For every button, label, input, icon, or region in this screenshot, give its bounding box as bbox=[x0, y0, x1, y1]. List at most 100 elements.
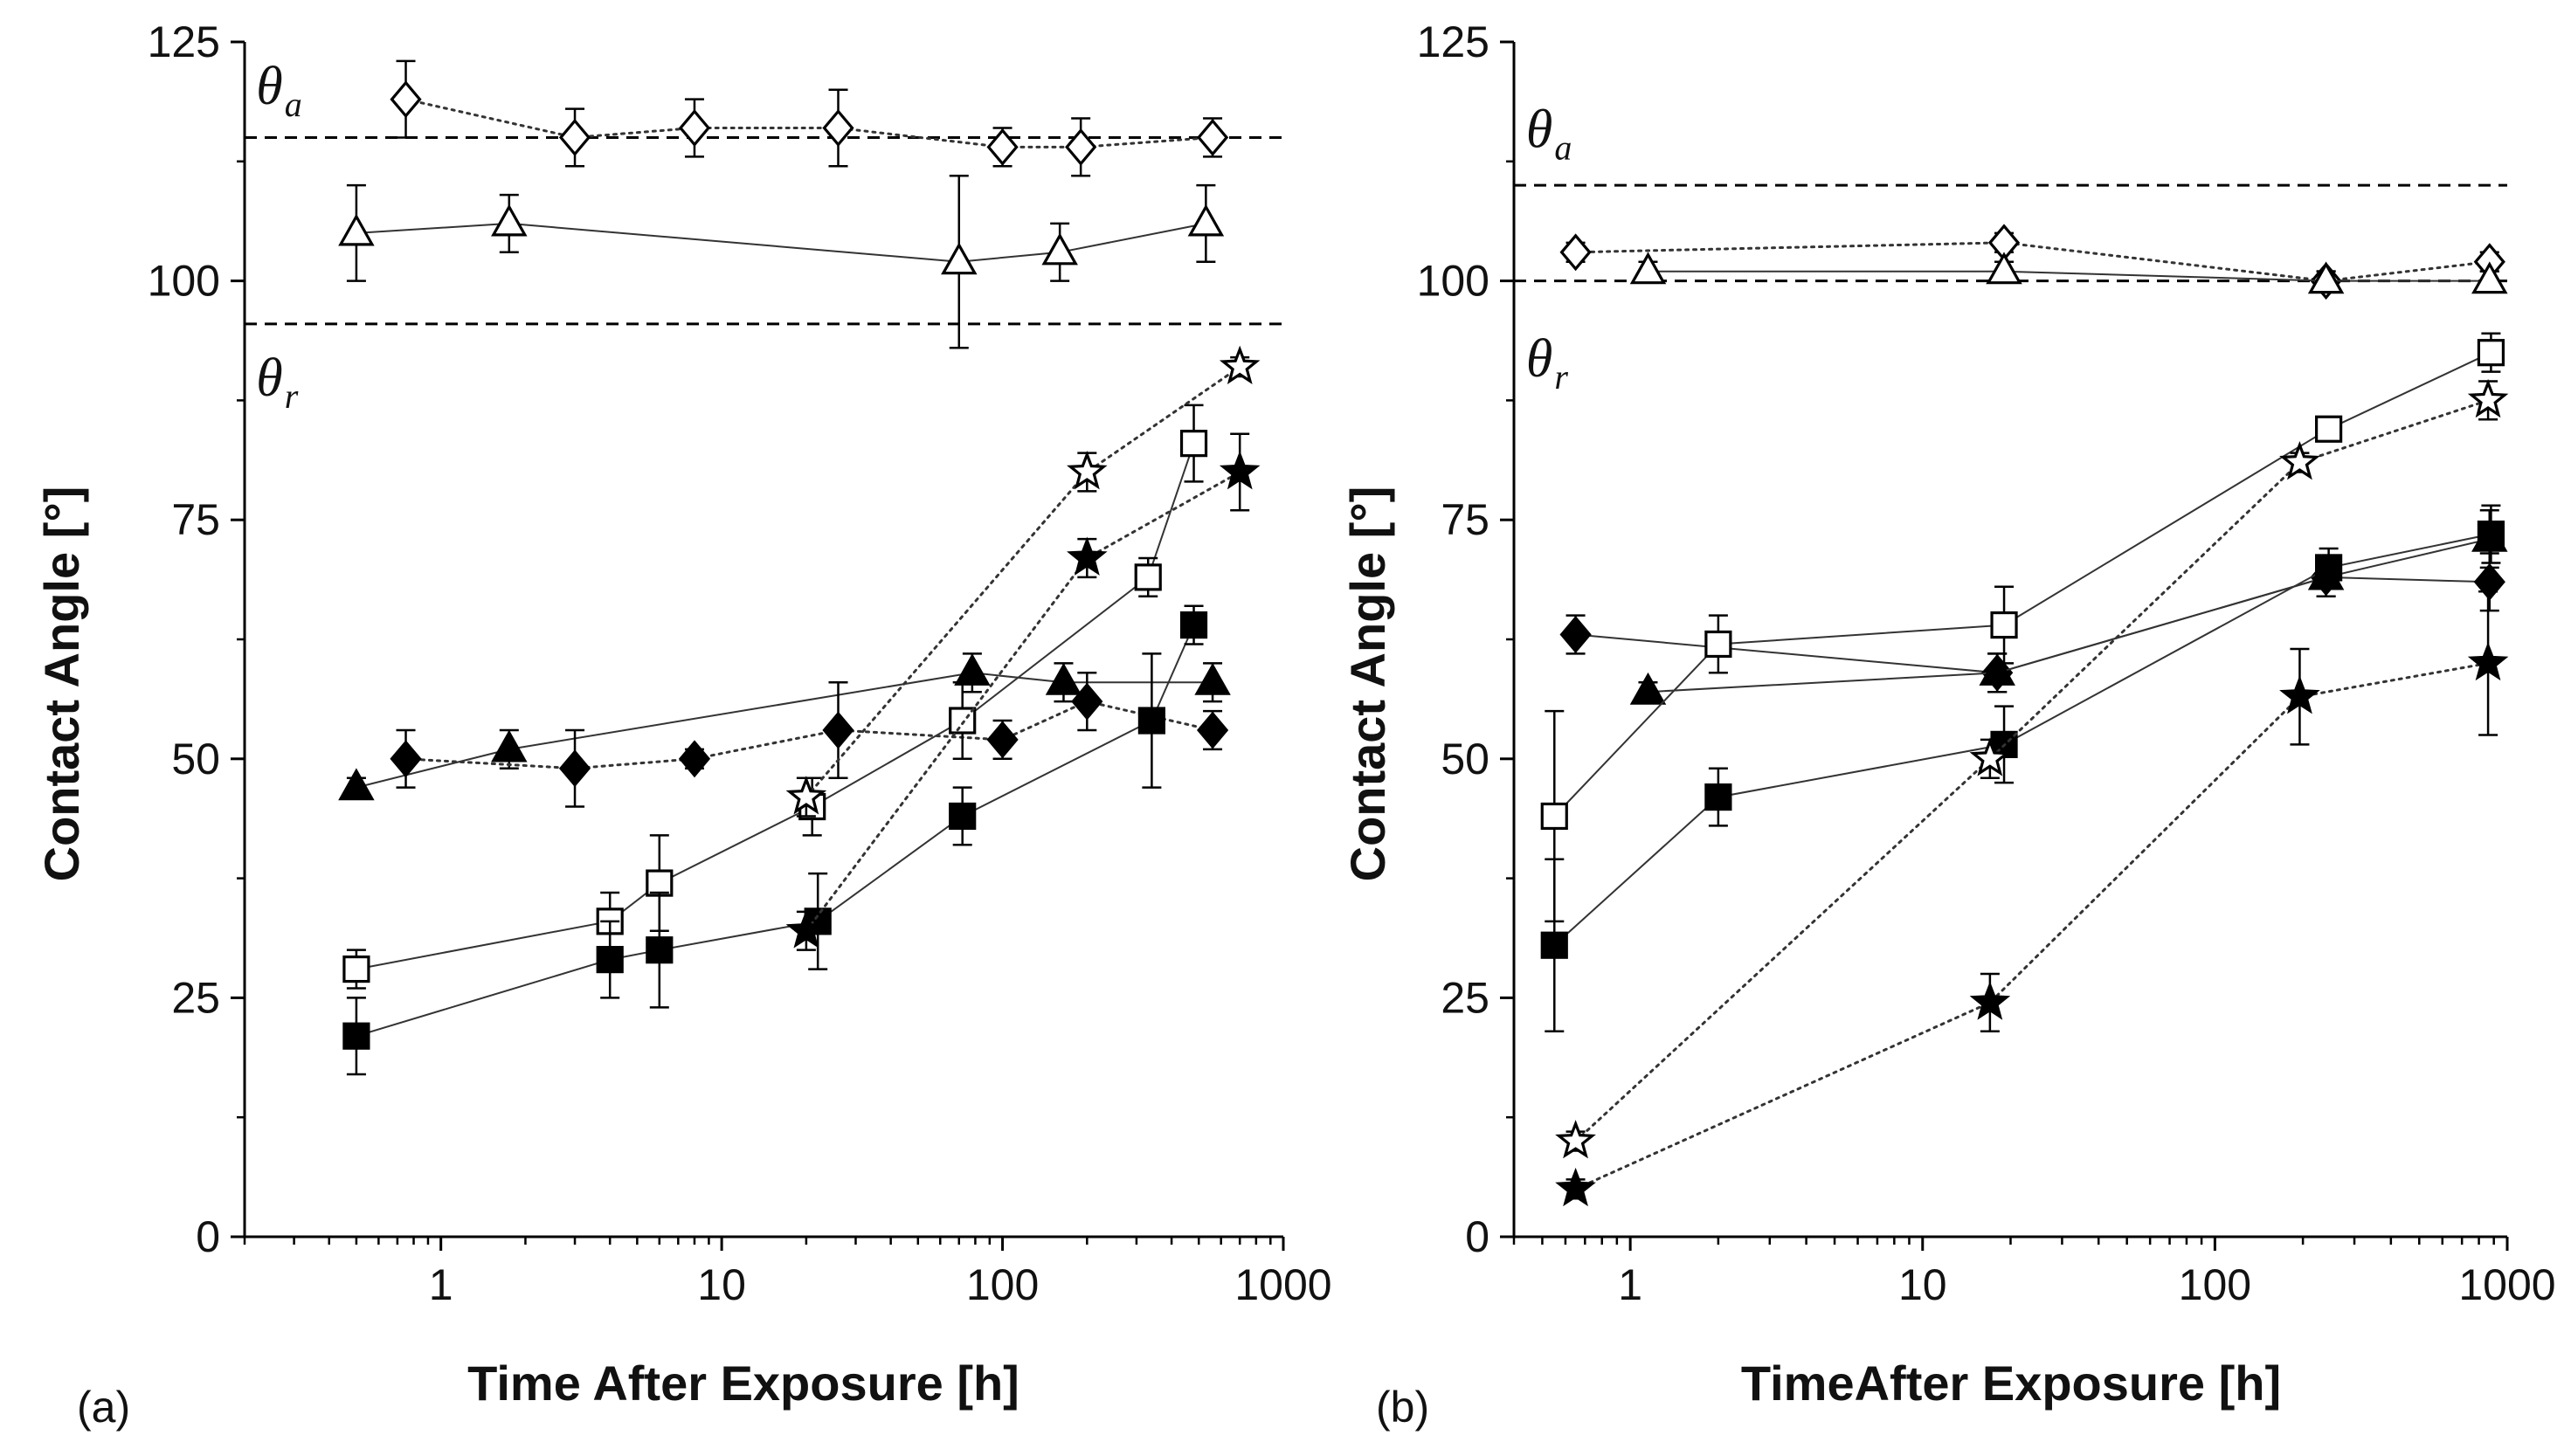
panel-a-x-tick-label: 10 bbox=[697, 1260, 746, 1309]
panel-b-advancing-triangle-open-point bbox=[1986, 252, 2022, 285]
panel-b-receding-square-open-point bbox=[2315, 415, 2343, 443]
panel-a-receding-square-filled-point bbox=[1179, 611, 1208, 639]
panel-a-receding-star-filled-point bbox=[1067, 536, 1108, 576]
panel-a-x-tick-label: 1000 bbox=[1234, 1260, 1331, 1309]
panel-b-receding-square-filled-point bbox=[1704, 783, 1732, 811]
panel-b-receding-square-open-point bbox=[1990, 611, 2018, 639]
panel-a-theta-r-label: θr bbox=[256, 348, 298, 416]
panel-a-y-tick-label: 50 bbox=[171, 735, 220, 783]
panel-a-receding-diamond-filled-point bbox=[390, 740, 422, 778]
panel-a-y-tick-label: 75 bbox=[171, 495, 220, 544]
panel-a-receding-star-open-line bbox=[805, 365, 1241, 799]
panel-b-y-tick-label: 125 bbox=[1417, 17, 1489, 66]
panel-b-receding-square-open-point bbox=[2477, 339, 2505, 367]
panel-b-advancing-triangle-open-point bbox=[1629, 252, 1667, 285]
panel-a-y-tick-label: 0 bbox=[196, 1212, 220, 1261]
panel-b-receding-star-open-point bbox=[1555, 1120, 1596, 1159]
panel-a-receding-square-open-point bbox=[1134, 563, 1162, 591]
panel-a-y-axis-title: Contact Angle [°] bbox=[34, 486, 89, 882]
panel-b-advancing-diamond-open-point bbox=[1559, 233, 1592, 272]
panel-a-x-tick-label: 1 bbox=[429, 1260, 453, 1309]
panel-b-advancing-diamond-open-line bbox=[1574, 241, 2492, 283]
panel-b-theta-r-label: θr bbox=[1526, 329, 1568, 397]
panel-b-receding-diamond-filled-point bbox=[2473, 562, 2505, 601]
panel-b-receding-star-open-point bbox=[1969, 737, 2011, 776]
panel-b-receding-triangle-filled-point bbox=[1979, 653, 2015, 686]
panel-a-receding-star-open-point bbox=[1067, 451, 1108, 490]
panel-a-receding-triangle-filled-point bbox=[491, 729, 528, 763]
panel-a-receding-triangle-filled-point bbox=[338, 768, 375, 801]
panel-a-receding-diamond-filled-point bbox=[1071, 682, 1103, 721]
panel-b-receding-square-open-point bbox=[1540, 802, 1568, 831]
panel-b-receding-diamond-filled-point bbox=[1559, 616, 1592, 653]
panel-a-advancing-diamond-open-point bbox=[1197, 118, 1229, 156]
panel-a-receding-diamond-filled-point bbox=[558, 749, 591, 788]
panel-a-advancing-diamond-open-point bbox=[390, 80, 422, 119]
panel-b-y-tick-label: 100 bbox=[1417, 257, 1489, 306]
panel-b-theta-subscript: a bbox=[1554, 128, 1572, 167]
panel-a-receding-star-filled-point bbox=[1219, 451, 1261, 490]
panel-b-receding-star-filled-point bbox=[2279, 675, 2320, 714]
panel-a-advancing-diamond-open-point bbox=[1065, 128, 1097, 166]
panel-a-advancing-diamond-open-point bbox=[558, 118, 591, 156]
panel-b-x-tick-label: 100 bbox=[2179, 1260, 2251, 1309]
panel-b-advancing-triangle-open-line bbox=[1647, 270, 2491, 282]
panel-a-theta-subscript: r bbox=[285, 376, 299, 416]
panel-b-receding-star-filled-point bbox=[1969, 981, 2011, 1020]
panel-a-y-tick-label: 100 bbox=[148, 257, 220, 306]
panel-a-receding-diamond-filled-point bbox=[822, 711, 854, 749]
panel-a-advancing-diamond-open-point bbox=[822, 109, 854, 147]
panel-a-advancing-diamond-open-point bbox=[678, 109, 711, 147]
panel-b-receding-star-open-point bbox=[2467, 378, 2509, 418]
panel-a-receding-star-filled-point bbox=[785, 909, 827, 949]
panel-a-y-tick-label: 125 bbox=[148, 17, 220, 66]
panel-b-y-tick-label: 75 bbox=[1441, 495, 1489, 544]
panel-a-x-axis-title: Time After Exposure [h] bbox=[467, 1356, 1019, 1411]
panel-a-advancing-diamond-open-point bbox=[986, 128, 1019, 166]
panel-a-receding-square-open-point bbox=[646, 869, 674, 897]
panel-a-receding-triangle-filled-point bbox=[1045, 662, 1082, 695]
panel-b-y-tick-label: 25 bbox=[1441, 973, 1489, 1022]
panel-b-advancing-triangle-open-point bbox=[2307, 261, 2345, 294]
panel-a-y-tick-label: 25 bbox=[171, 973, 220, 1022]
panel-a-receding-square-open-point bbox=[1179, 430, 1208, 458]
panel-b-receding-square-filled-point bbox=[1540, 931, 1568, 959]
panel-a-receding-square-open-point bbox=[949, 707, 977, 735]
panel-a-advancing-triangle-open-point bbox=[491, 204, 528, 237]
panel-b-receding-star-filled-point bbox=[1555, 1167, 1596, 1207]
panel-a-x-tick-label: 100 bbox=[966, 1260, 1039, 1309]
panel-a-receding-triangle-filled-point bbox=[1194, 662, 1231, 695]
panel-a-receding-star-open-point bbox=[785, 776, 827, 815]
panel-b-receding-square-open-point bbox=[1704, 630, 1732, 659]
panel-a-receding-square-open-point bbox=[342, 955, 370, 983]
panel-b-receding-star-filled-point bbox=[2467, 641, 2509, 681]
panel-b-theta-subscript: r bbox=[1554, 357, 1568, 397]
panel-a-receding-star-open-point bbox=[1219, 345, 1261, 384]
panel-a-receding-square-filled-point bbox=[646, 936, 674, 964]
panel-a-receding-diamond-filled-point bbox=[1197, 711, 1229, 749]
panel-a-receding-diamond-filled-point bbox=[986, 721, 1019, 759]
panel-b-receding-triangle-filled-line bbox=[1647, 538, 2491, 693]
panel-b-x-tick-label: 1 bbox=[1618, 1260, 1642, 1309]
panel-b-x-tick-label: 1000 bbox=[2458, 1260, 2555, 1309]
panel-a-advancing-triangle-open-point bbox=[338, 213, 375, 246]
panel-a-receding-triangle-filled-point bbox=[954, 653, 991, 686]
panel-b-receding-star-open-point bbox=[2279, 440, 2320, 480]
panel-a-advancing-triangle-open-point bbox=[941, 242, 978, 275]
panel-b-y-tick-label: 50 bbox=[1441, 735, 1489, 783]
panel-b-x-axis-title: TimeAfter Exposure [h] bbox=[1741, 1356, 2281, 1411]
panel-b-receding-square-filled-point bbox=[2477, 521, 2505, 549]
panel-a-receding-square-filled-point bbox=[342, 1022, 370, 1050]
panel-a-label: (a) bbox=[77, 1383, 130, 1432]
panel-b-y-tick-label: 0 bbox=[1465, 1212, 1489, 1261]
panel-a-receding-diamond-filled-point bbox=[678, 740, 711, 778]
panel-a-theta-subscript: a bbox=[285, 85, 302, 124]
panel-b-receding-star-open-line bbox=[1574, 398, 2490, 1143]
panel-a-advancing-triangle-open-point bbox=[1187, 204, 1225, 237]
